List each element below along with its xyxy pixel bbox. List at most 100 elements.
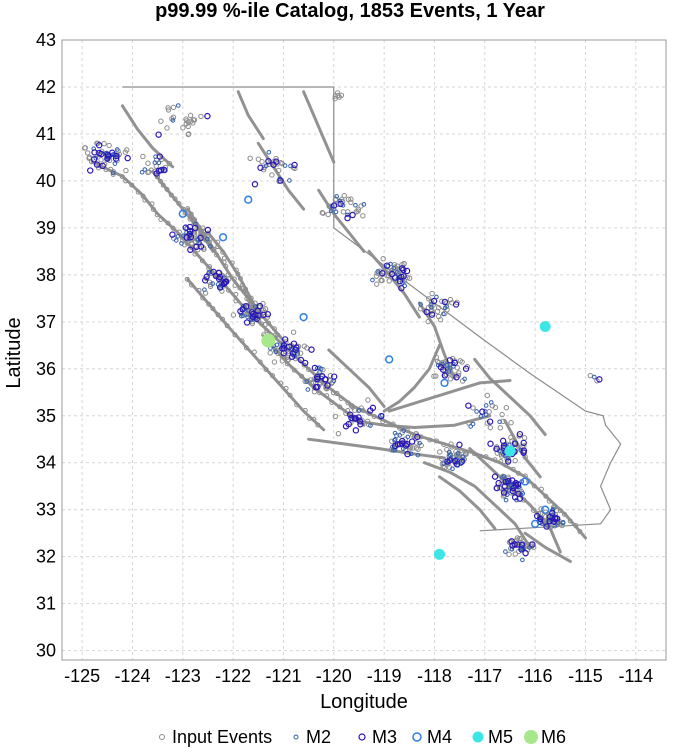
m3-event-point — [257, 164, 264, 171]
input-event-point — [514, 535, 521, 541]
input-event-point — [103, 167, 109, 173]
m3-event-point — [155, 131, 162, 138]
input-event-point — [350, 404, 356, 410]
m3-event-point — [277, 177, 284, 184]
input-event-point — [440, 359, 446, 366]
m2-event-point — [468, 424, 473, 429]
m2-event-point — [210, 281, 215, 286]
m2-event-point — [446, 369, 452, 374]
m3-event-point — [533, 512, 541, 520]
legend-marker-input — [159, 734, 165, 740]
input-event-point — [271, 326, 277, 332]
m3-event-point — [388, 270, 396, 278]
m3-event-point — [400, 266, 407, 274]
m3-event-point — [491, 473, 499, 480]
m2-event-point — [361, 202, 367, 207]
m4-event-point — [218, 233, 228, 242]
input-event-point — [433, 373, 439, 379]
m4-event-point — [530, 519, 540, 528]
input-event-point — [437, 317, 444, 323]
y-tick-label: 35 — [36, 406, 56, 426]
y-tick-label: 40 — [36, 171, 56, 191]
m3-event-point — [90, 156, 98, 163]
input-event-point — [81, 145, 88, 151]
m3-event-point — [95, 142, 103, 149]
m3-event-point — [312, 384, 320, 391]
m2-event-point — [497, 419, 502, 425]
m3-event-point — [423, 308, 430, 316]
input-event-point — [428, 298, 435, 305]
m2-event-point — [444, 304, 449, 309]
input-event-point — [460, 455, 466, 461]
m3-event-point — [292, 346, 299, 354]
input-event-point — [272, 332, 278, 338]
m2-event-point — [418, 302, 423, 307]
input-event-point — [84, 150, 91, 156]
input-event-point — [243, 286, 249, 292]
m6-events — [261, 333, 276, 348]
m2-event-point — [175, 103, 181, 108]
m3-event-point — [546, 517, 553, 525]
input-event-point — [187, 216, 193, 222]
input-event-point — [290, 329, 297, 335]
m2-event-point — [450, 361, 456, 367]
m3-event-point — [348, 414, 355, 422]
m3-event-point — [285, 343, 293, 351]
m2-event-point — [401, 428, 406, 433]
input-event-point — [345, 196, 352, 203]
input-event-point — [348, 196, 354, 202]
m2-event-point — [478, 414, 484, 419]
state-border-line — [122, 86, 622, 532]
m5-event-point — [539, 321, 551, 333]
input-event-point — [546, 498, 552, 504]
input-event-point — [123, 167, 129, 174]
input-event-point — [269, 172, 275, 178]
input-event-point — [567, 518, 573, 524]
fault-trace — [302, 90, 336, 164]
m3-event-point — [349, 211, 356, 219]
m3-event-point — [369, 404, 377, 412]
input-event-point — [378, 277, 384, 284]
input-event-point — [208, 281, 214, 288]
m3-event-point — [204, 226, 212, 234]
input-event-point — [431, 373, 437, 379]
input-event-point — [211, 246, 217, 252]
input-event-point — [119, 174, 125, 180]
x-tick-label: -118 — [417, 666, 452, 686]
input-event-point — [219, 316, 225, 322]
input-event-point — [165, 107, 172, 113]
input-event-point — [199, 258, 205, 264]
input-event-point — [513, 542, 519, 549]
input-event-point — [371, 413, 377, 419]
input-event-point — [501, 487, 507, 493]
m6-event-point — [261, 333, 276, 348]
input-event-point — [447, 376, 454, 382]
input-event-point — [429, 290, 435, 297]
input-event-point — [457, 358, 463, 364]
input-event-point — [243, 345, 249, 351]
input-event-point — [224, 323, 230, 329]
fault-trace — [387, 379, 512, 413]
input-event-point — [335, 201, 341, 207]
input-event-point — [330, 390, 336, 396]
m2-event-point — [500, 475, 505, 480]
fault-trace — [317, 188, 366, 253]
input-event-point — [123, 178, 129, 184]
input-event-point — [334, 390, 340, 397]
input-event-point — [164, 125, 170, 131]
y-tick-label: 42 — [36, 77, 56, 97]
m3-event-point — [408, 438, 416, 445]
input-event-point — [512, 551, 519, 557]
input-event-point — [561, 511, 567, 517]
m3-event-point — [516, 430, 524, 438]
m2-event-point — [305, 387, 311, 392]
input-event-point — [244, 290, 250, 296]
input-event-point — [487, 424, 494, 431]
input-event-point — [317, 390, 323, 396]
input-event-point — [439, 298, 445, 304]
m3-event-point — [505, 477, 512, 485]
m2-event-point — [173, 238, 179, 243]
m2-event-point — [448, 456, 454, 461]
input-event-point — [271, 359, 278, 365]
